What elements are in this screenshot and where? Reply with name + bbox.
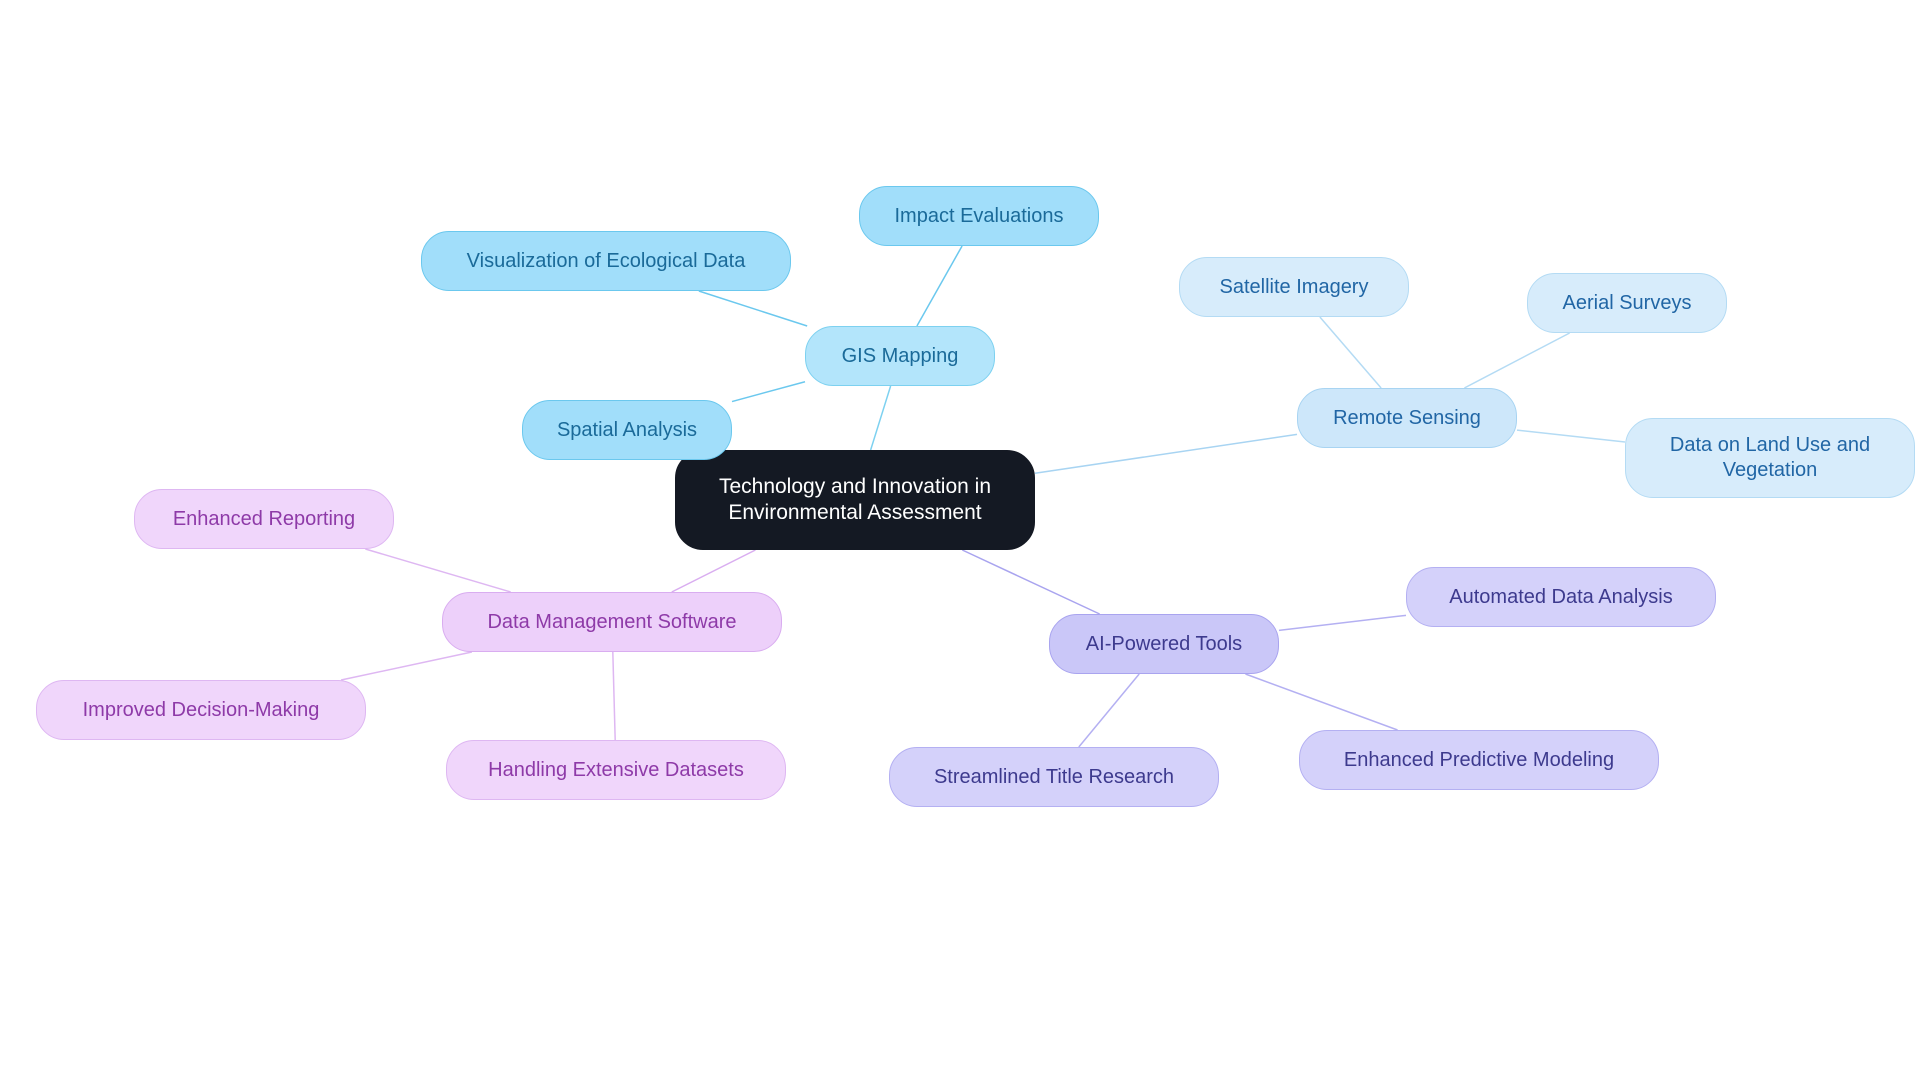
node-label: Enhanced Reporting (173, 507, 355, 532)
node-label: Streamlined Title Research (934, 765, 1174, 790)
edge-remote-remote_land (1517, 430, 1625, 442)
node-gis_spatial: Spatial Analysis (522, 400, 732, 460)
node-label: Aerial Surveys (1563, 291, 1692, 316)
node-label: Impact Evaluations (895, 204, 1064, 229)
node-label: Data on Land Use and Vegetation (1670, 433, 1870, 483)
edge-gis-gis_viz (699, 291, 807, 326)
node-label: Satellite Imagery (1220, 275, 1369, 300)
node-dms: Data Management Software (442, 592, 782, 652)
node-label: Handling Extensive Datasets (488, 758, 744, 783)
node-label: Remote Sensing (1333, 406, 1481, 431)
edge-ai-ai_pred (1245, 674, 1397, 730)
node-ai_title: Streamlined Title Research (889, 747, 1219, 807)
edge-dms-dms_decision (341, 652, 472, 680)
edge-center-gis (871, 386, 891, 450)
edge-gis-gis_impact (917, 246, 962, 326)
edge-dms-dms_report (365, 549, 510, 592)
node-dms_decision: Improved Decision-Making (36, 680, 366, 740)
node-gis: GIS Mapping (805, 326, 995, 386)
node-label: Improved Decision-Making (83, 698, 320, 723)
edge-center-dms (672, 550, 756, 592)
node-dms_report: Enhanced Reporting (134, 489, 394, 549)
node-label: Automated Data Analysis (1449, 585, 1672, 610)
node-label: Technology and Innovation in Environment… (719, 474, 991, 527)
edge-dms-dms_datasets (613, 652, 615, 740)
node-label: Data Management Software (487, 610, 736, 635)
node-label: Enhanced Predictive Modeling (1344, 748, 1614, 773)
node-ai_auto: Automated Data Analysis (1406, 567, 1716, 627)
node-ai_pred: Enhanced Predictive Modeling (1299, 730, 1659, 790)
node-remote_land: Data on Land Use and Vegetation (1625, 418, 1915, 498)
edge-gis-gis_spatial (732, 382, 805, 402)
edge-ai-ai_title (1079, 674, 1139, 747)
edge-center-remote (1035, 434, 1297, 473)
node-remote_sat: Satellite Imagery (1179, 257, 1409, 317)
node-gis_viz: Visualization of Ecological Data (421, 231, 791, 291)
node-center: Technology and Innovation in Environment… (675, 450, 1035, 550)
edge-remote-remote_sat (1320, 317, 1381, 388)
edge-ai-ai_auto (1279, 615, 1406, 630)
edge-remote-remote_aerial (1464, 333, 1569, 388)
node-remote_aerial: Aerial Surveys (1527, 273, 1727, 333)
node-label: AI-Powered Tools (1086, 632, 1242, 657)
node-label: GIS Mapping (842, 344, 959, 369)
node-gis_impact: Impact Evaluations (859, 186, 1099, 246)
node-remote: Remote Sensing (1297, 388, 1517, 448)
node-label: Spatial Analysis (557, 418, 697, 443)
node-ai: AI-Powered Tools (1049, 614, 1279, 674)
node-label: Visualization of Ecological Data (467, 249, 746, 274)
edge-center-ai (962, 550, 1099, 614)
mindmap-canvas: Technology and Innovation in Environment… (0, 0, 1920, 1083)
node-dms_datasets: Handling Extensive Datasets (446, 740, 786, 800)
